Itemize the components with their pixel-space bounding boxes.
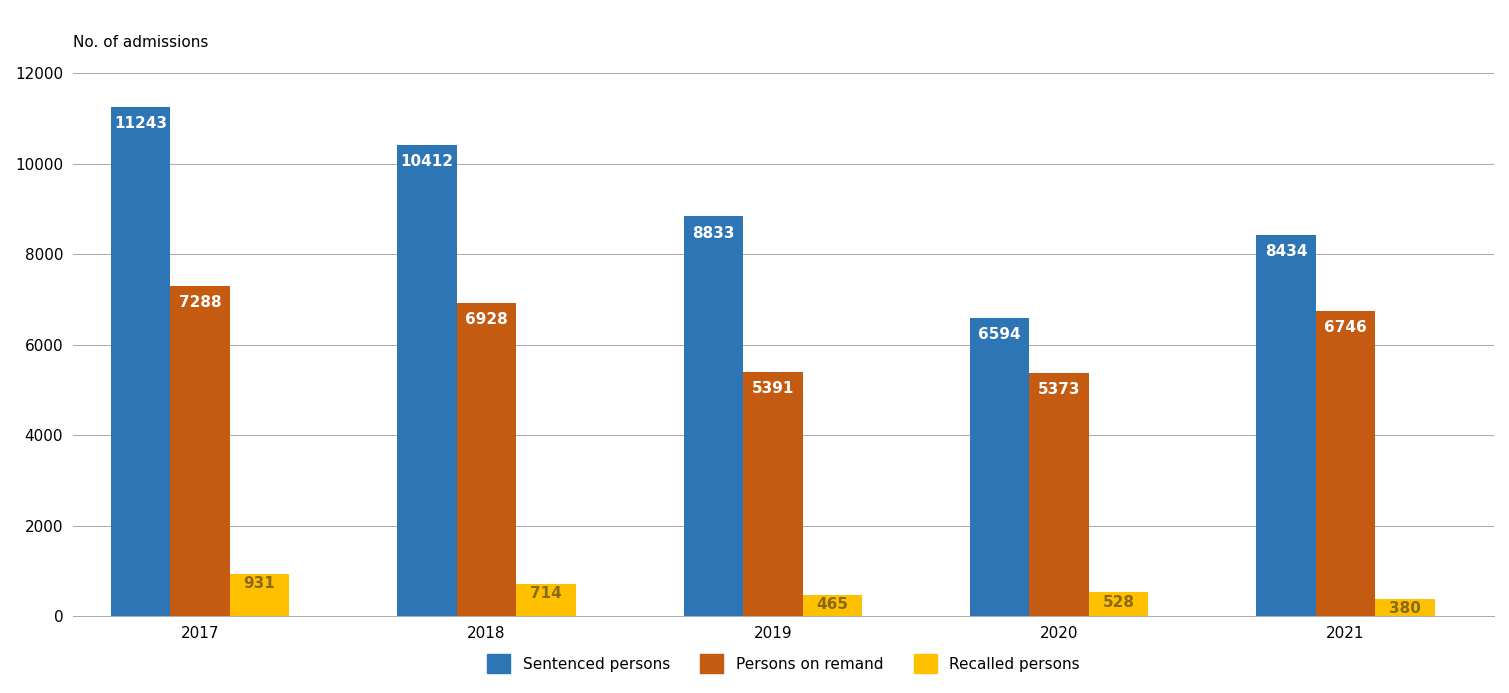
Bar [516, 584, 575, 616]
Text: 528: 528 [1103, 595, 1135, 610]
Text: 931: 931 [243, 577, 275, 591]
Bar [742, 372, 803, 616]
Text: 8434: 8434 [1265, 244, 1307, 258]
Bar [171, 286, 229, 616]
Bar [397, 145, 457, 616]
Text: No. of admissions: No. of admissions [72, 35, 208, 50]
Text: 380: 380 [1388, 602, 1421, 616]
Text: 714: 714 [530, 586, 561, 602]
Bar [1257, 234, 1316, 616]
Bar [112, 107, 171, 616]
Bar [1029, 373, 1089, 616]
Text: 11243: 11243 [115, 116, 167, 132]
Bar [684, 216, 742, 616]
Text: 5391: 5391 [751, 381, 794, 396]
Text: 10412: 10412 [400, 154, 454, 169]
Bar [229, 574, 290, 616]
Text: 8833: 8833 [693, 225, 735, 240]
Bar [1375, 599, 1435, 616]
Bar [457, 303, 516, 616]
Text: 6746: 6746 [1323, 320, 1367, 335]
Text: 6928: 6928 [465, 312, 509, 327]
Bar [1316, 311, 1375, 616]
Legend: Sentenced persons, Persons on remand, Recalled persons: Sentenced persons, Persons on remand, Re… [481, 649, 1085, 679]
Text: 7288: 7288 [178, 295, 222, 310]
Text: 465: 465 [816, 597, 848, 613]
Text: 5373: 5373 [1038, 382, 1080, 397]
Text: 6594: 6594 [978, 327, 1022, 342]
Bar [970, 318, 1029, 616]
Bar [803, 595, 862, 616]
Bar [1089, 593, 1148, 616]
